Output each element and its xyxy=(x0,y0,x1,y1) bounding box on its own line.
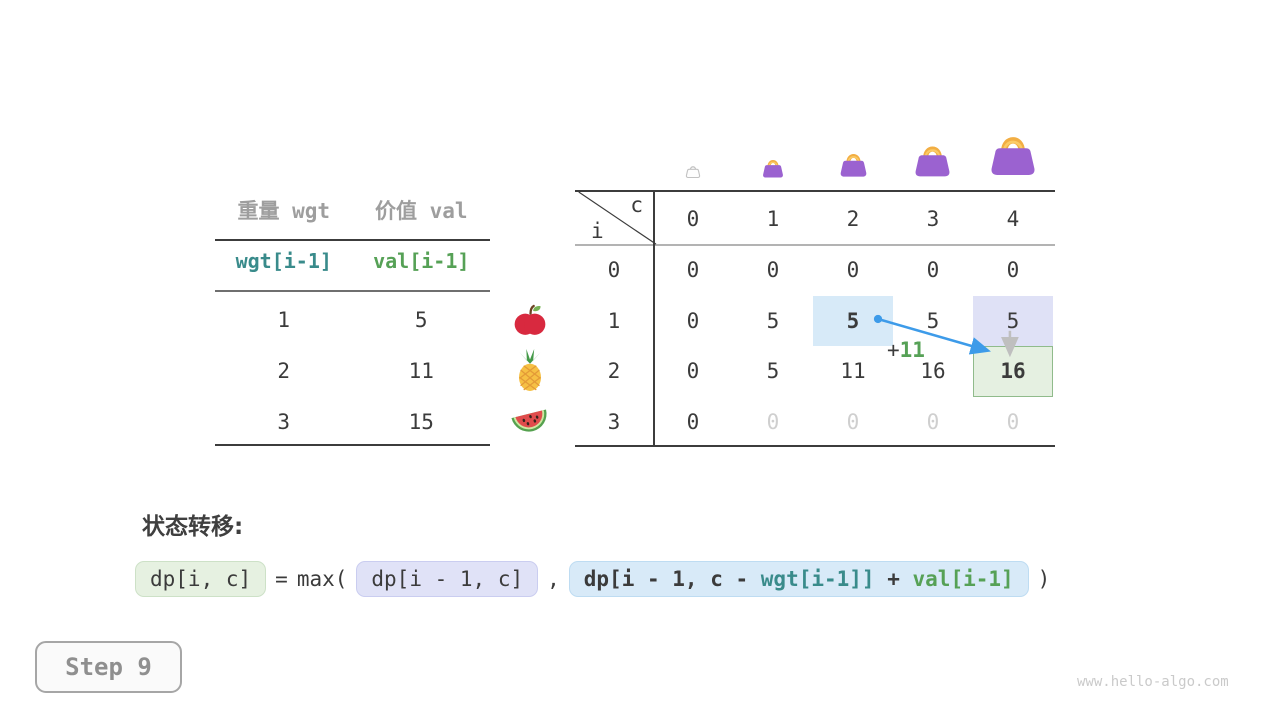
dp-col-header: 1 xyxy=(766,206,780,231)
dp-cell-target-green: 16 xyxy=(973,346,1053,397)
formula-equals: = xyxy=(275,567,288,591)
formula-lhs-box: dp[i, c] xyxy=(135,561,267,597)
items-row-2: 2 11 xyxy=(215,354,490,388)
divider xyxy=(215,290,490,292)
dp-cell: 0 xyxy=(686,258,700,283)
formula-option2-box: dp[i - 1, c - wgt[i-1]] + val[i-1] xyxy=(568,561,1029,597)
added-value: 11 xyxy=(899,338,925,362)
formula-option1-box: dp[i - 1, c] xyxy=(356,561,539,597)
items-weight-header: 重量 wgt xyxy=(237,199,331,223)
dp-cell: 0 xyxy=(926,409,940,434)
item-wgt: 1 xyxy=(277,308,291,332)
plus-sign: + xyxy=(887,338,900,362)
handbag-small-icon xyxy=(761,157,785,184)
formula-option2-val: val[i-1] xyxy=(912,567,1014,591)
items-value-header: 价值 val xyxy=(374,199,468,223)
divider xyxy=(215,444,490,446)
formula-comma: , xyxy=(547,567,560,591)
items-row-1: 1 5 xyxy=(215,303,490,337)
items-val-def: val[i-1] xyxy=(373,249,470,273)
dp-cell: 5 xyxy=(766,359,780,384)
item-val: 5 xyxy=(414,308,428,332)
dp-row-header: 0 xyxy=(607,258,621,283)
state-transition-formula: dp[i, c] = max( dp[i - 1, c] , dp[i - 1,… xyxy=(135,561,1050,597)
dp-cell: 0 xyxy=(926,258,940,283)
dp-cell-source-blue: 5 xyxy=(813,295,893,346)
dp-cell: 0 xyxy=(686,308,700,333)
formula-close-paren: ) xyxy=(1037,567,1051,591)
dp-cell: 0 xyxy=(846,409,860,434)
handbag-xlarge-icon xyxy=(987,130,1039,185)
dp-cell: 11 xyxy=(840,359,866,384)
dp-col-header: 0 xyxy=(686,206,700,231)
item-wgt: 3 xyxy=(277,410,291,434)
dp-col-header: 3 xyxy=(926,206,940,231)
dp-cell: 0 xyxy=(686,409,700,434)
dp-cell: 16 xyxy=(920,359,946,384)
watermelon-icon xyxy=(508,402,552,440)
dp-cell: 0 xyxy=(846,258,860,283)
divider xyxy=(215,239,490,241)
item-val: 11 xyxy=(408,359,434,383)
formula-max-open: max( xyxy=(296,567,348,591)
dp-cell: 0 xyxy=(766,258,780,283)
dp-cell: 0 xyxy=(686,359,700,384)
watermark: www.hello-algo.com xyxy=(1077,674,1229,690)
dp-cell: 0 xyxy=(766,409,780,434)
item-wgt: 2 xyxy=(277,359,291,383)
handbag-medium-icon xyxy=(838,150,869,184)
dp-col-header: 4 xyxy=(1006,206,1020,231)
formula-option2-plus: + xyxy=(874,567,913,591)
items-table: 重量 wgt 价值 val wgt[i-1] val[i-1] 1 5 2 11… xyxy=(215,195,490,451)
step-badge: Step 9 xyxy=(35,641,182,693)
dp-corner-cell: c i xyxy=(575,192,653,245)
pineapple-icon xyxy=(512,348,548,392)
dp-corner-col-label: c xyxy=(630,193,643,217)
dp-row-header: 1 xyxy=(607,308,621,333)
dp-header-divider xyxy=(575,244,1055,246)
dp-table: c i 0 1 2 3 4 0 0 0 0 0 0 1 0 5 5 5 5 2 … xyxy=(575,190,1055,447)
dp-cell: 0 xyxy=(1006,258,1020,283)
dp-col-header: 2 xyxy=(846,206,860,231)
apple-icon xyxy=(513,302,547,338)
dp-column-divider xyxy=(653,192,655,445)
items-row-3: 3 15 xyxy=(215,405,490,439)
dp-row-header: 3 xyxy=(607,409,621,434)
items-wgt-def: wgt[i-1] xyxy=(235,249,332,273)
formula-option2-wgt: wgt[i-1]] xyxy=(760,567,875,591)
handbag-large-icon xyxy=(912,141,953,185)
add-value-annotation: +11 xyxy=(887,338,925,362)
ghost-bag-icon xyxy=(685,163,701,184)
formula-option2-prefix: dp[i - 1, c - xyxy=(583,567,761,591)
dp-corner-row-label: i xyxy=(591,219,604,243)
item-val: 15 xyxy=(408,410,434,434)
state-transition-heading: 状态转移: xyxy=(142,514,244,540)
dp-cell: 0 xyxy=(1006,409,1020,434)
dp-row-header: 2 xyxy=(607,359,621,384)
dp-cell-source-lavender: 5 xyxy=(973,295,1053,346)
dp-cell: 5 xyxy=(766,308,780,333)
